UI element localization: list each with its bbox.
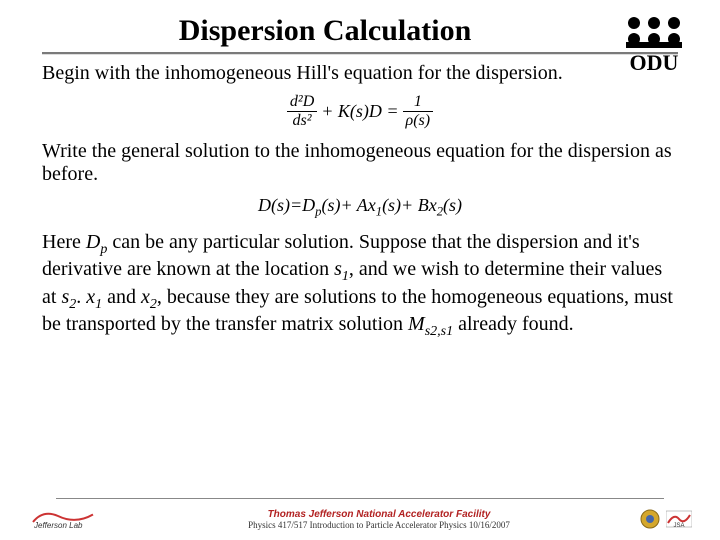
lab-name: Thomas Jefferson National Accelerator Fa… (118, 509, 640, 520)
course-info: Physics 417/517 Introduction to Particle… (118, 520, 640, 530)
svg-text:JSA: JSA (673, 523, 684, 529)
slide-title: Dispersion Calculation (42, 14, 678, 48)
jsa-icon: JSA (666, 509, 692, 529)
title-divider (42, 52, 678, 54)
equation-2: D(s)=Dp(s)+ Ax1(s)+ Bx2(s) (42, 193, 678, 223)
footer: Jefferson Lab Thomas Jefferson National … (0, 496, 720, 540)
paragraph-2: Write the general solution to the inhomo… (42, 140, 678, 187)
paragraph-1: Begin with the inhomogeneous Hill's equa… (42, 62, 678, 86)
slide-container: ODU Dispersion Calculation Begin with th… (0, 0, 720, 540)
seal-icon (640, 509, 660, 529)
jlab-logo: Jefferson Lab (28, 507, 118, 531)
equation-1: d²D ds² + K(s)D = 1 ρ(s) (42, 92, 678, 132)
odu-logo: ODU (618, 14, 690, 78)
footer-left: Jefferson Lab (28, 507, 118, 531)
odu-text: ODU (630, 50, 679, 75)
svg-text:Jefferson Lab: Jefferson Lab (33, 521, 83, 530)
paragraph-3: Here Dp can be any particular solution. … (42, 231, 678, 341)
footer-center: Thomas Jefferson National Accelerator Fa… (118, 509, 640, 530)
footer-right: JSA (640, 509, 692, 529)
